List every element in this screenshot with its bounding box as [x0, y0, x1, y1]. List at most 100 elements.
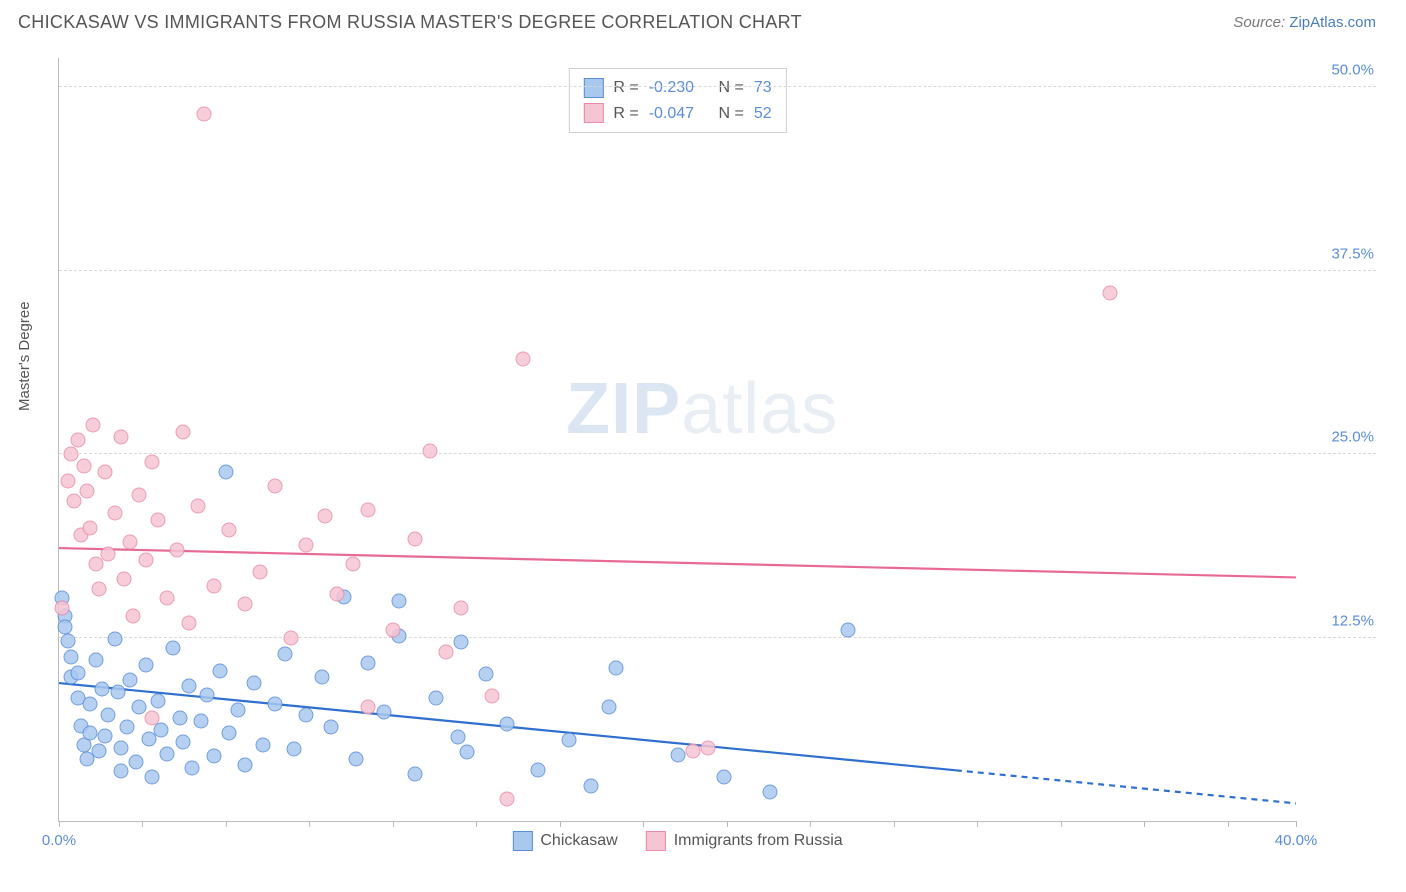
y-tick-label: 12.5% — [1331, 612, 1374, 629]
scatter-point — [101, 546, 116, 561]
scatter-point — [92, 582, 107, 597]
x-tick — [560, 821, 561, 827]
scatter-point — [70, 432, 85, 447]
scatter-point — [701, 740, 716, 755]
stats-row-series-1: R = -0.230 N = 73 — [583, 75, 771, 101]
scatter-point — [144, 454, 159, 469]
scatter-point — [450, 730, 465, 745]
scatter-point — [392, 593, 407, 608]
scatter-point — [287, 742, 302, 757]
r-label-2: R = — [613, 101, 638, 127]
scatter-point — [361, 502, 376, 517]
scatter-point — [82, 725, 97, 740]
scatter-point — [181, 679, 196, 694]
scatter-point — [107, 505, 122, 520]
r-value-1: -0.230 — [649, 75, 694, 101]
y-tick-label: 25.0% — [1331, 429, 1374, 446]
scatter-point — [277, 646, 292, 661]
plot-area: ZIPatlas R = -0.230 N = 73 R = -0.047 N … — [58, 58, 1296, 822]
scatter-point — [138, 552, 153, 567]
stats-row-series-2: R = -0.047 N = 52 — [583, 101, 771, 127]
legend-label-2: Immigrants from Russia — [674, 832, 843, 850]
x-tick — [810, 821, 811, 827]
scatter-point — [602, 699, 617, 714]
scatter-point — [478, 667, 493, 682]
scatter-point — [763, 784, 778, 799]
scatter-point — [107, 632, 122, 647]
scatter-point — [314, 670, 329, 685]
x-tick — [476, 821, 477, 827]
scatter-point — [361, 655, 376, 670]
swatch-series-1 — [583, 78, 603, 98]
scatter-point — [64, 649, 79, 664]
legend-swatch-1 — [512, 831, 532, 851]
n-label-1: N = — [719, 75, 744, 101]
source-prefix: Source: — [1233, 14, 1289, 31]
scatter-point — [132, 488, 147, 503]
scatter-point — [206, 749, 221, 764]
x-tick — [309, 821, 310, 827]
scatter-point — [144, 711, 159, 726]
scatter-point — [299, 538, 314, 553]
scatter-point — [608, 661, 623, 676]
n-label-2: N = — [719, 101, 744, 127]
scatter-point — [67, 494, 82, 509]
x-tick — [226, 821, 227, 827]
gridline-h — [59, 637, 1376, 638]
scatter-point — [429, 690, 444, 705]
scatter-point — [120, 720, 135, 735]
scatter-point — [345, 557, 360, 572]
scatter-point — [237, 758, 252, 773]
y-axis-label: Master's Degree — [16, 301, 33, 411]
scatter-point — [113, 764, 128, 779]
correlation-stats-box: R = -0.230 N = 73 R = -0.047 N = 52 — [568, 68, 786, 133]
scatter-point — [324, 720, 339, 735]
x-tick-label: 40.0% — [1275, 832, 1318, 849]
series-legend: Chickasaw Immigrants from Russia — [512, 831, 842, 851]
trend-line-extrapolated — [956, 770, 1296, 803]
x-tick — [59, 821, 60, 827]
r-label-1: R = — [613, 75, 638, 101]
y-tick-label: 37.5% — [1331, 245, 1374, 262]
scatter-point — [129, 755, 144, 770]
swatch-series-2 — [583, 103, 603, 123]
scatter-point — [144, 769, 159, 784]
chart-header: CHICKASAW VS IMMIGRANTS FROM RUSSIA MAST… — [0, 0, 1406, 41]
scatter-point — [283, 630, 298, 645]
legend-item-2: Immigrants from Russia — [646, 831, 843, 851]
scatter-point — [438, 645, 453, 660]
scatter-point — [116, 571, 131, 586]
n-value-1: 73 — [754, 75, 772, 101]
scatter-point — [670, 747, 685, 762]
scatter-point — [531, 762, 546, 777]
r-value-2: -0.047 — [649, 101, 694, 127]
scatter-point — [246, 676, 261, 691]
scatter-point — [70, 665, 85, 680]
gridline-h — [59, 270, 1376, 271]
scatter-point — [423, 444, 438, 459]
scatter-point — [101, 708, 116, 723]
scatter-point — [562, 733, 577, 748]
scatter-point — [206, 579, 221, 594]
scatter-point — [407, 532, 422, 547]
x-tick — [977, 821, 978, 827]
n-value-2: 52 — [754, 101, 772, 127]
scatter-point — [92, 743, 107, 758]
scatter-point — [132, 699, 147, 714]
watermark-zip: ZIP — [566, 369, 681, 449]
scatter-point — [82, 696, 97, 711]
scatter-point — [86, 417, 101, 432]
legend-swatch-2 — [646, 831, 666, 851]
source-link[interactable]: ZipAtlas.com — [1289, 14, 1376, 31]
chart-container: Master's Degree ZIPatlas R = -0.230 N = … — [18, 50, 1376, 852]
x-tick-label: 0.0% — [42, 832, 76, 849]
scatter-point — [160, 746, 175, 761]
x-tick — [727, 821, 728, 827]
scatter-point — [253, 564, 268, 579]
x-tick — [1228, 821, 1229, 827]
x-tick — [393, 821, 394, 827]
scatter-point — [61, 633, 76, 648]
scatter-point — [317, 508, 332, 523]
scatter-point — [268, 696, 283, 711]
scatter-point — [98, 728, 113, 743]
